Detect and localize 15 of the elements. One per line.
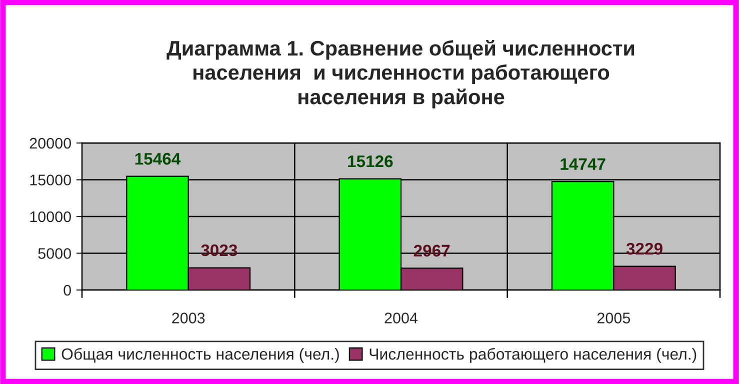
data-label: 3229 [626,242,662,255]
y-tick-label: 5000 [38,248,71,259]
data-label: 14747 [560,158,606,170]
x-tick-label: 2005 [597,312,630,324]
x-tick-label: 2004 [384,312,418,324]
chart-title: Диаграмма 1. Сравнение общей численности населения и численности работающего населения в районе [166,40,634,108]
y-tick-label: 0 [64,284,71,296]
x-tick-label: 2003 [172,312,205,324]
legend-label: Общая численность населения (чел.) [62,348,339,363]
legend-label: Численность работающего населения (чел.) [370,348,696,363]
y-tick-label: 15000 [30,174,71,186]
data-label: 15126 [348,155,393,168]
y-tick-label: 20000 [30,138,71,149]
y-tick-label: 10000 [30,211,71,222]
data-label: 15464 [135,152,181,165]
